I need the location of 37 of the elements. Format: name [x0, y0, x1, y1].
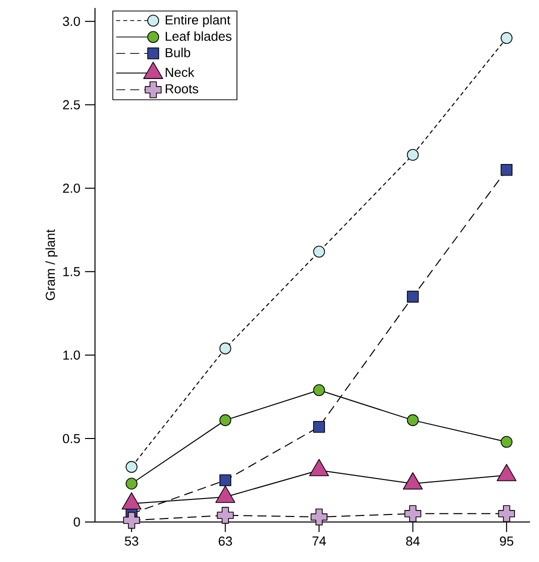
point	[313, 384, 325, 396]
y-tick-label: 0.5	[62, 434, 80, 444]
x-tick-label: 84	[406, 536, 420, 546]
point	[500, 436, 512, 448]
point	[126, 478, 138, 490]
point	[313, 246, 325, 258]
legend-label: Roots	[166, 84, 198, 94]
x-tick-label: 74	[312, 536, 326, 546]
point	[313, 420, 325, 433]
y-tick-label: 2.5	[63, 100, 80, 110]
point	[219, 342, 232, 354]
point	[219, 474, 232, 486]
y-tick-label: 2.0	[63, 184, 80, 193]
point	[406, 414, 419, 426]
y-tick-label: 1.5	[63, 267, 80, 276]
point	[406, 148, 419, 161]
y-tick-label: 3.0	[62, 16, 80, 26]
legend-label: Bulb	[166, 48, 190, 58]
legend-label: Leaf blades	[166, 31, 232, 41]
y-axis-title: Gram / plant	[45, 229, 58, 300]
point	[406, 290, 419, 303]
legend-label: Entire plant	[166, 14, 230, 28]
x-tick-label: 95	[500, 536, 514, 546]
point	[126, 461, 138, 473]
point	[310, 508, 328, 526]
point	[500, 32, 512, 44]
x-tick-label: 63	[218, 536, 232, 546]
x-tick-label: 53	[124, 536, 138, 546]
legend-label: Neck	[166, 67, 194, 77]
y-tick-label: 1.0	[63, 350, 80, 360]
point	[216, 506, 234, 524]
point	[123, 512, 140, 529]
point	[219, 414, 232, 426]
point	[404, 505, 422, 522]
y-tick-label: 0	[74, 517, 80, 527]
point	[498, 505, 515, 522]
point	[500, 164, 512, 176]
